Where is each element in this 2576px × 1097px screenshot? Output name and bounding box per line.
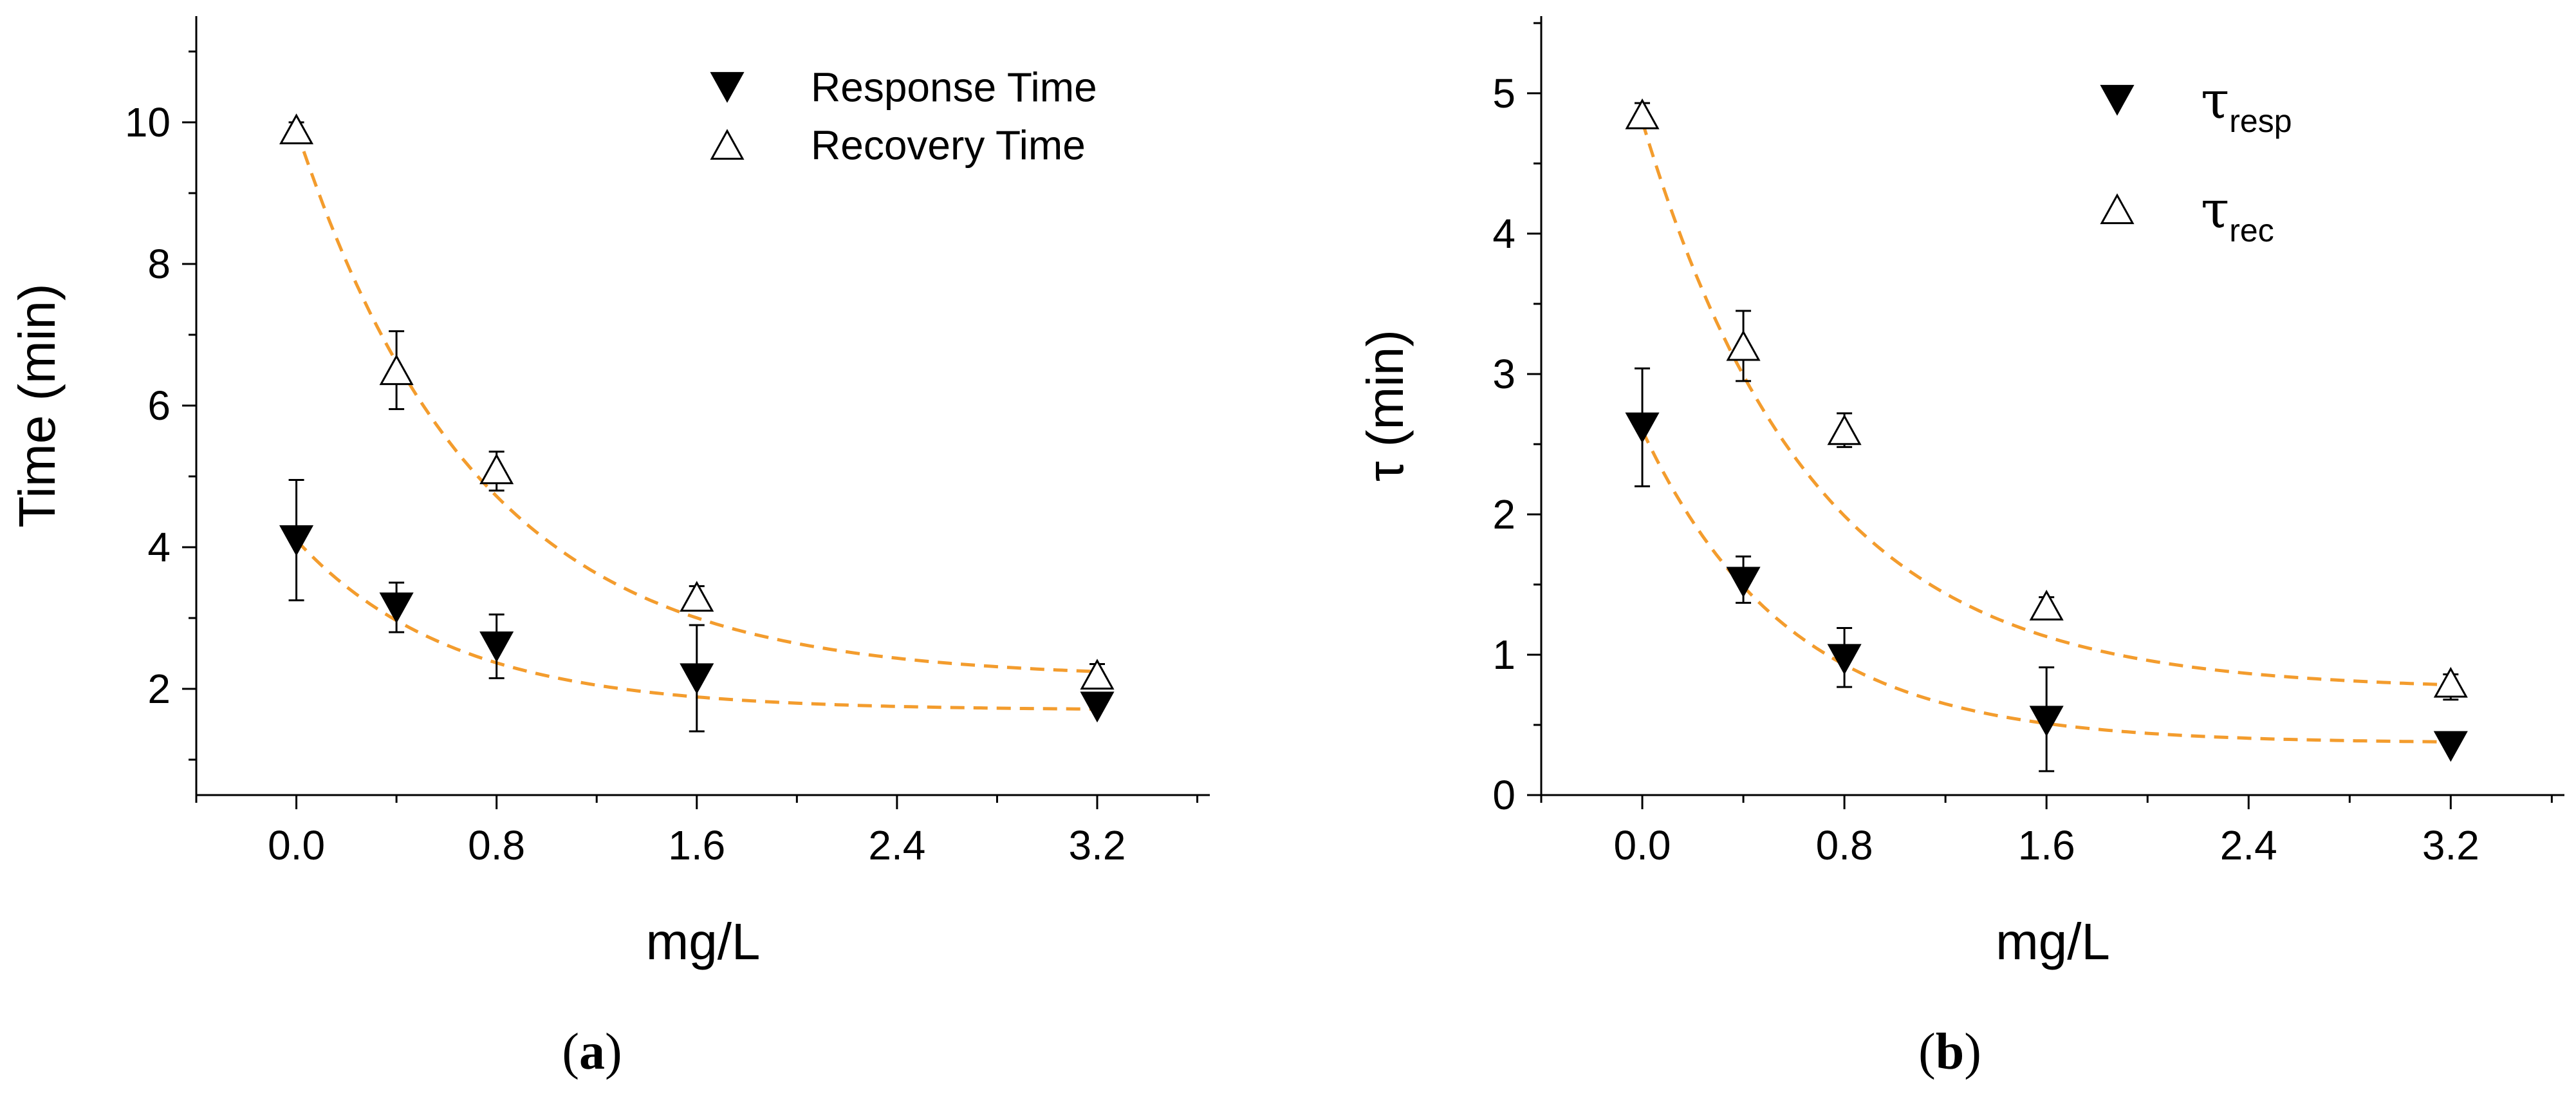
data-point [479,453,514,485]
data-point [1080,659,1115,690]
legend-label: τresp [2201,70,2292,139]
y-tick-label: 1 [1492,632,1515,678]
data-point [1625,98,1660,129]
y-tick-label: 4 [1492,211,1515,257]
x-tick-label: 0.8 [468,822,525,868]
x-tick-label: 2.4 [868,822,925,868]
y-tick-label: 3 [1492,351,1515,397]
x-axis-label: mg/L [646,913,761,970]
y-tick-label: 4 [147,524,171,570]
x-axis-label: mg/L [1996,913,2110,970]
y-tick-label: 6 [147,382,171,429]
x-tick-label: 0.0 [1614,822,1671,868]
x-tick-label: 1.6 [2018,822,2075,868]
y-axis-label: Time (min) [8,283,66,527]
y-axis-label: τ (min) [1357,330,1414,482]
data-point [279,113,314,145]
data-point [279,525,314,556]
chart-panel-a: 0.0 0.8 1.6 2.4 3.2 2 4 6 8 10 mg/L Time (min) Respo… [8,16,1210,1080]
legend-marker [2100,84,2135,116]
x-tick-label: 0.0 [268,822,325,868]
data-point [479,631,514,662]
panel-label: (a) [562,1024,622,1080]
data-point [379,354,414,386]
x-tick-label: 3.2 [1069,822,1126,868]
data-point [379,592,414,624]
chart-panel-b: 0.0 0.8 1.6 2.4 3.2 0 1 2 3 4 5 mg/L τ (min) τresp τre… [1357,16,2564,1080]
legend-label: Response Time [811,64,1097,110]
y-tick-label: 2 [147,666,171,712]
fit-curve [295,129,1098,673]
y-tick-label: 10 [125,99,171,145]
data-point [1827,644,1862,675]
data-point [2029,589,2064,621]
legend-label: Recovery Time [811,122,1086,168]
data-point [1080,691,1115,723]
data-point [1726,330,1761,361]
legend-marker [710,71,745,103]
x-tick-label: 0.8 [1816,822,1873,868]
x-tick-label: 2.4 [2220,822,2277,868]
panel-label: (b) [1918,1024,1981,1080]
legend-label: τrec [2201,180,2274,248]
data-point [680,663,714,695]
data-point [680,581,714,612]
data-point [2029,706,2064,737]
legend-marker [2100,193,2135,225]
y-tick-label: 2 [1492,491,1515,538]
data-point [2433,666,2468,698]
y-tick-label: 0 [1492,772,1515,818]
y-tick-label: 8 [147,241,171,287]
x-tick-label: 1.6 [668,822,725,868]
legend-marker [710,129,745,160]
x-tick-label: 3.2 [2422,822,2479,868]
data-point [1827,414,1862,445]
fit-curve [1640,429,2451,744]
data-point [1625,412,1660,444]
data-point [2433,731,2468,762]
data-point [1726,567,1761,598]
y-tick-label: 5 [1492,70,1515,117]
fit-curve [1640,120,2451,687]
